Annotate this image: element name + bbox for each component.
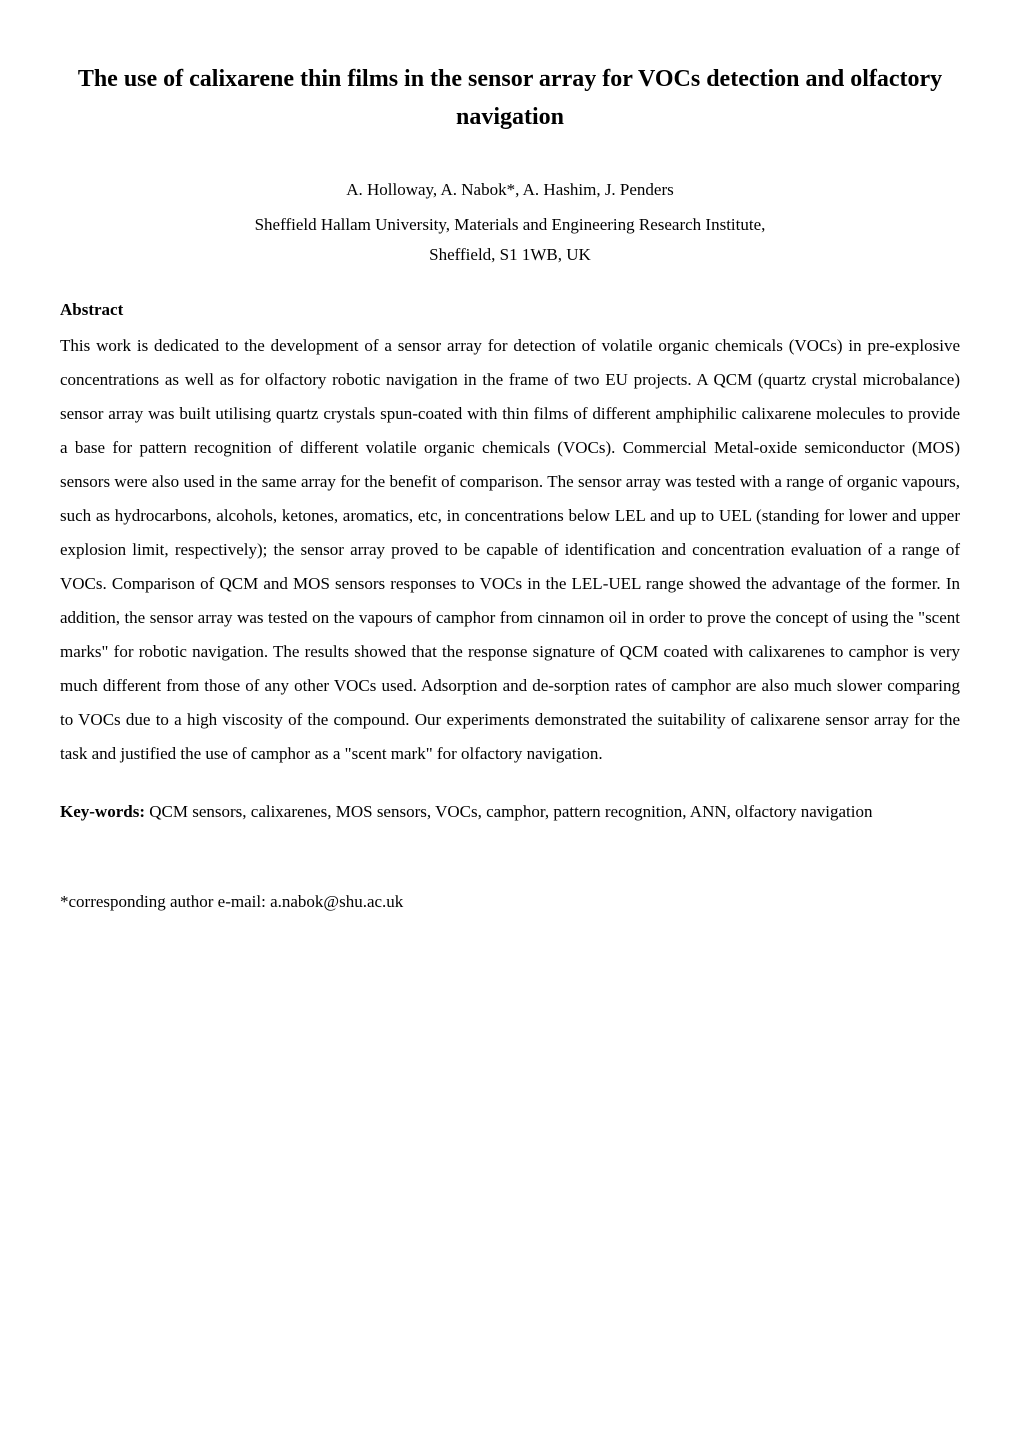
keywords-label: Key-words: <box>60 802 145 821</box>
authors-line: A. Holloway, A. Nabok*, A. Hashim, J. Pe… <box>60 177 960 203</box>
corresponding-author-footnote: *corresponding author e-mail: a.nabok@sh… <box>60 889 960 915</box>
paper-title: The use of calixarene thin films in the … <box>60 60 960 137</box>
abstract-heading: Abstract <box>60 297 960 323</box>
location-line: Sheffield, S1 1WB, UK <box>60 242 960 268</box>
keywords-text: QCM sensors, calixarenes, MOS sensors, V… <box>145 802 873 821</box>
abstract-body: This work is dedicated to the developmen… <box>60 329 960 771</box>
keywords-block: Key-words: QCM sensors, calixarenes, MOS… <box>60 795 960 829</box>
affiliation-line: Sheffield Hallam University, Materials a… <box>60 212 960 238</box>
